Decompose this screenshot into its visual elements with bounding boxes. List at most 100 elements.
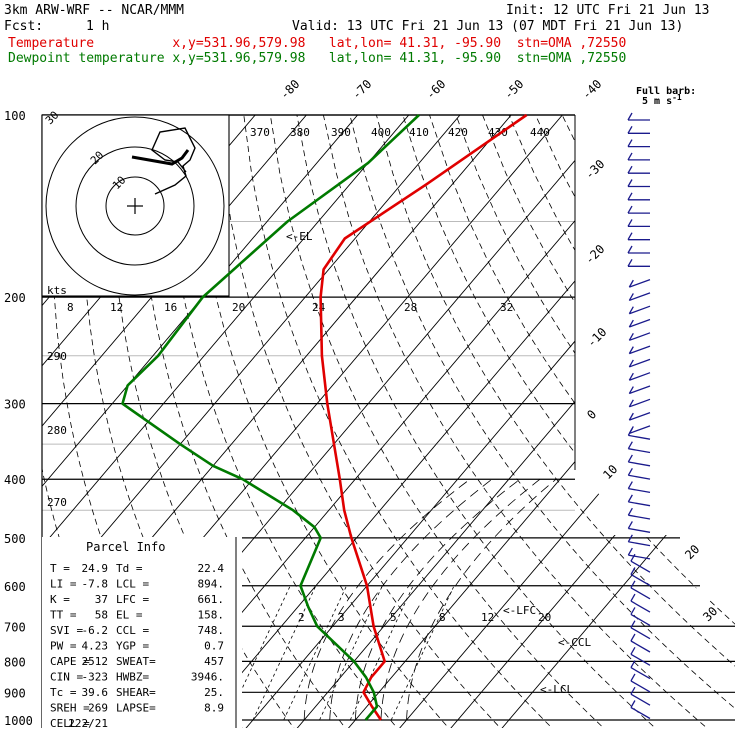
- isotherm-label: 0: [584, 407, 599, 422]
- speed-label: 28: [404, 301, 417, 314]
- parcel-key: HWBZ=: [116, 671, 149, 684]
- isobar-label: 800: [4, 655, 26, 669]
- parcel-key: SWEAT=: [116, 655, 156, 668]
- wind-barb-flag: [628, 508, 632, 515]
- wind-barb: [628, 489, 650, 493]
- wind-barb-flag: [631, 594, 635, 601]
- wind-barb-flag: [628, 548, 632, 555]
- isobar-label: 100: [4, 109, 26, 123]
- isobar-label: 400: [4, 473, 26, 487]
- speed-label: 24: [312, 301, 326, 314]
- dry-adiabat-label: 430: [488, 126, 508, 139]
- dry-adiabat-label: 290: [47, 350, 67, 363]
- wind-barb: [631, 708, 650, 719]
- isobar-label: 500: [4, 532, 26, 546]
- isotherm-label: 30: [700, 604, 720, 624]
- isotherm-label: -50: [501, 77, 526, 102]
- dry-adiabat-label: 390: [331, 126, 351, 139]
- wind-barb-flag: [628, 259, 632, 266]
- wind-barb-flag: [628, 468, 632, 475]
- barb-legend-units: 5 m s: [642, 96, 672, 107]
- valid-time: Valid: 13 UTC Fri 21 Jun 13 (07 MDT Fri …: [292, 19, 683, 34]
- speed-label: 12: [110, 301, 123, 314]
- wind-barb: [628, 449, 650, 453]
- parcel-key: YGP =: [116, 640, 149, 653]
- forecast-hour: 1 h: [86, 19, 109, 34]
- dry-adiabat-line: [217, 115, 505, 733]
- parcel-value: 25.: [204, 686, 224, 699]
- wind-barb-flag: [628, 233, 632, 240]
- wind-barb: [628, 555, 650, 559]
- parcel-key: SHEAR=: [116, 686, 156, 699]
- isobar-label: 1000: [4, 714, 33, 728]
- parcel-value: -7.8: [82, 578, 109, 591]
- parcel-value: 457: [204, 655, 224, 668]
- parcel-key: K =: [50, 593, 70, 606]
- parcel-value: 894.: [198, 578, 225, 591]
- ccl-marker: <-CCL: [558, 636, 591, 649]
- isotherm-line: [447, 115, 740, 733]
- dry-adiabat-line: [589, 115, 740, 733]
- wind-barb: [628, 528, 650, 532]
- speed-label: 32: [500, 301, 513, 314]
- dry-adiabat-line: [350, 115, 740, 733]
- moist-adiabat-line: [381, 479, 540, 720]
- parcel-value: 661.: [198, 593, 225, 606]
- model-title: 3km ARW-WRF -- NCAR/MMM: [4, 3, 184, 18]
- wind-barb-flag: [628, 140, 632, 147]
- parcel-key: LFC =: [116, 593, 149, 606]
- wind-barb-flag: [628, 206, 632, 213]
- barb-legend-exponent: -1: [672, 93, 682, 102]
- wind-barb-flag: [628, 482, 632, 489]
- wind-barb-flag: [628, 193, 632, 200]
- dry-adiabat-label: 440: [530, 126, 550, 139]
- isotherm-line: [191, 115, 716, 733]
- speed-label: 8: [67, 301, 74, 314]
- wind-barb-flag: [631, 674, 635, 681]
- dry-adiabat-label: 380: [290, 126, 310, 139]
- wind-barb-flag: [631, 687, 635, 694]
- parcel-value: 58: [95, 609, 108, 622]
- isotherm-line: [344, 115, 740, 733]
- isotherm-label: -60: [423, 77, 448, 102]
- mixing-ratio-label: 12: [481, 611, 494, 624]
- dry-adiabat-label: 270: [47, 496, 67, 509]
- parcel-key: LCL =: [116, 578, 149, 591]
- wind-barb: [628, 475, 650, 479]
- isobar-label: 900: [4, 686, 26, 700]
- parcel-key: Tc =: [50, 686, 77, 699]
- lcl-marker: <-LCL: [540, 683, 573, 696]
- wind-barb: [628, 502, 650, 506]
- parcel-value: -6.2: [82, 624, 109, 637]
- mixing-ratio-label: 3: [338, 611, 345, 624]
- isotherm-label: -20: [582, 242, 607, 267]
- isotherm-label: -40: [579, 77, 604, 102]
- parcel-key: Td =: [116, 562, 143, 575]
- parcel-key: CIN =: [50, 671, 83, 684]
- parcel-value: 0.7: [204, 640, 224, 653]
- isobar-label: 200: [4, 291, 26, 305]
- temperature-legend: Temperature x,y=531.96,579.98 lat,lon= 4…: [8, 36, 626, 51]
- parcel-value: 2512: [82, 655, 109, 668]
- parcel-key: TT =: [50, 609, 77, 622]
- wind-barb-flag: [628, 180, 632, 187]
- wind-barb: [628, 515, 650, 519]
- parcel-value: 24.9: [82, 562, 109, 575]
- isobar-label: 300: [4, 398, 26, 412]
- forecast-label: Fcst:: [4, 19, 43, 34]
- init-time: Init: 12 UTC Fri 21 Jun 13: [506, 3, 710, 18]
- dry-adiabat-label: 410: [409, 126, 429, 139]
- speed-label: 16: [164, 301, 177, 314]
- dry-adiabat-line: [483, 115, 740, 733]
- isobar-label: 700: [4, 620, 26, 634]
- isotherm-label: 20: [682, 542, 702, 562]
- wind-barb-flag: [628, 153, 632, 160]
- parcel-value: 39.6: [82, 686, 109, 699]
- wind-barb-flag: [631, 607, 635, 614]
- moist-adiabat-line: [304, 479, 470, 720]
- parcel-value: 4.23: [82, 640, 109, 653]
- parcel-key: LAPSE=: [116, 702, 156, 715]
- parcel-key: PW =: [50, 640, 77, 653]
- parcel-key: EL =: [116, 609, 143, 622]
- dry-adiabat-label: 370: [250, 126, 270, 139]
